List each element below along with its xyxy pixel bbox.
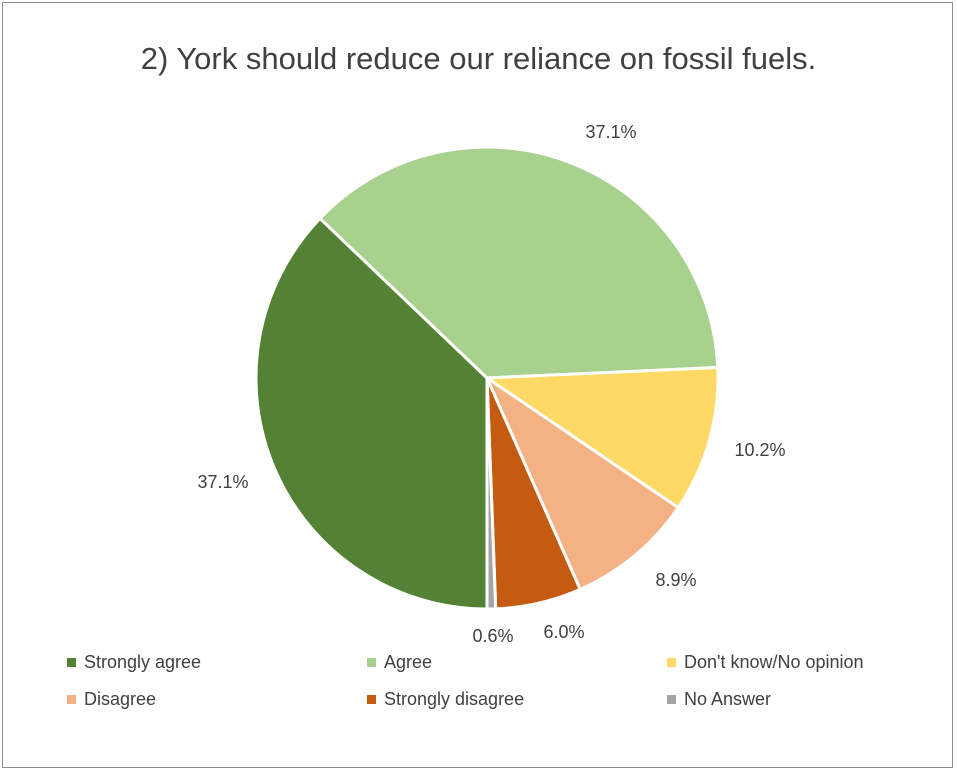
- chart-title: 2) York should reduce our reliance on fo…: [140, 41, 817, 76]
- legend-swatch: [667, 658, 676, 667]
- data-label-strongly-disagree: 6.0%: [543, 622, 584, 642]
- data-label-agree: 37.1%: [585, 122, 636, 142]
- data-label-disagree: 8.9%: [655, 570, 696, 590]
- legend-item-agree: Agree: [367, 652, 432, 673]
- legend-label: Disagree: [84, 689, 157, 709]
- legend-swatch: [667, 695, 676, 704]
- data-label-don-t-know-no-opinion: 10.2%: [734, 440, 785, 460]
- pie-slice-agree: [318, 145, 720, 380]
- legend-label: No Answer: [684, 689, 772, 709]
- data-label-no-answer: 0.6%: [472, 626, 513, 646]
- legend-swatch: [367, 658, 376, 667]
- legend-item-strongly-disagree: Strongly disagree: [367, 689, 524, 710]
- legend-label: Strongly disagree: [384, 689, 525, 709]
- legend-label: Don't know/No opinion: [684, 652, 864, 672]
- legend-swatch: [67, 695, 76, 704]
- pie-slice-disagree: [485, 376, 680, 591]
- legend-swatch: [367, 695, 376, 704]
- legend-item-strongly-agree: Strongly agree: [67, 652, 201, 673]
- data-label-strongly-agree: 37.1%: [197, 472, 248, 492]
- legend-label: Agree: [384, 652, 433, 672]
- legend-swatch: [67, 658, 76, 667]
- pie-slice-strongly-agree: [254, 216, 489, 611]
- pie-slice-no-answer: [485, 376, 498, 611]
- legend-label: Strongly agree: [84, 652, 202, 672]
- legend-item-don-t-know-no-opinion: Don't know/No opinion: [667, 652, 864, 673]
- legend-item-no-answer: No Answer: [667, 689, 771, 710]
- legend-item-disagree: Disagree: [67, 689, 156, 710]
- pie-slice-don-t-know-no-opinion: [485, 365, 720, 510]
